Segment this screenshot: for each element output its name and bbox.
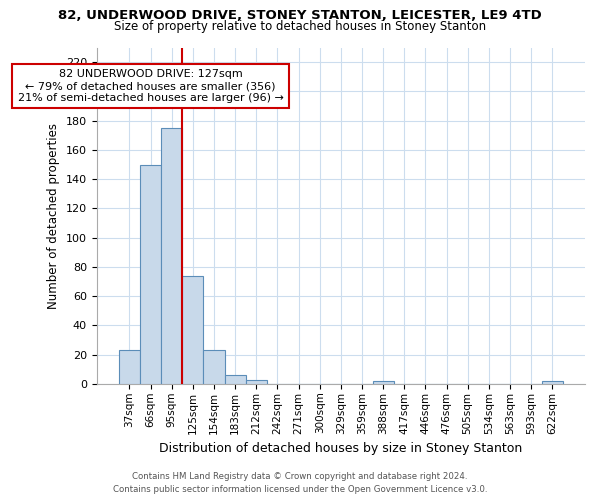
- Bar: [161, 128, 182, 384]
- Bar: [224, 375, 245, 384]
- Text: Size of property relative to detached houses in Stoney Stanton: Size of property relative to detached ho…: [114, 20, 486, 33]
- X-axis label: Distribution of detached houses by size in Stoney Stanton: Distribution of detached houses by size …: [159, 442, 523, 455]
- Y-axis label: Number of detached properties: Number of detached properties: [47, 122, 60, 308]
- Text: Contains HM Land Registry data © Crown copyright and database right 2024.
Contai: Contains HM Land Registry data © Crown c…: [113, 472, 487, 494]
- Text: 82, UNDERWOOD DRIVE, STONEY STANTON, LEICESTER, LE9 4TD: 82, UNDERWOOD DRIVE, STONEY STANTON, LEI…: [58, 9, 542, 22]
- Text: 82 UNDERWOOD DRIVE: 127sqm
← 79% of detached houses are smaller (356)
21% of sem: 82 UNDERWOOD DRIVE: 127sqm ← 79% of deta…: [17, 70, 283, 102]
- Bar: [203, 350, 224, 384]
- Bar: [373, 381, 394, 384]
- Bar: [542, 381, 563, 384]
- Bar: [182, 276, 203, 384]
- Bar: [119, 350, 140, 384]
- Bar: [245, 380, 267, 384]
- Bar: [140, 164, 161, 384]
